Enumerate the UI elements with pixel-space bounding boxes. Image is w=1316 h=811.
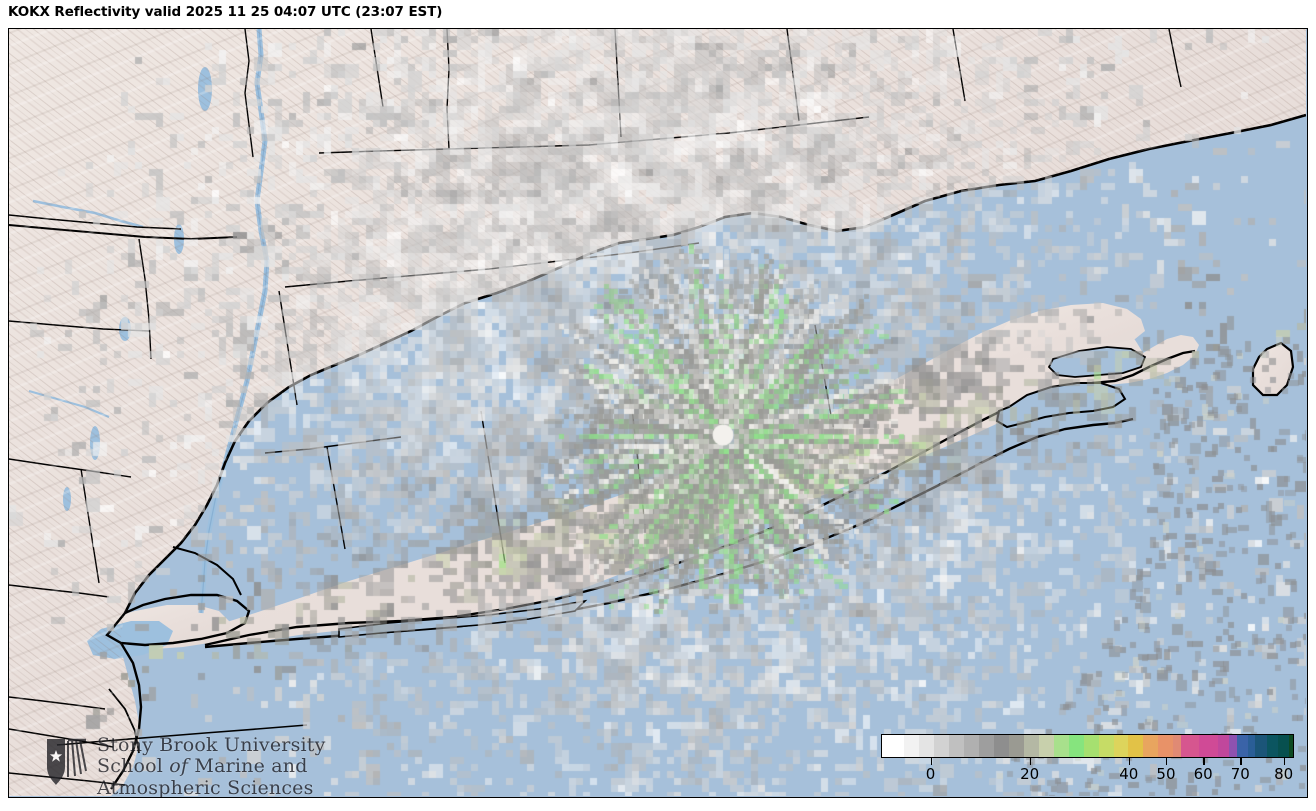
colorbar-cell — [882, 735, 905, 757]
colorbar-cell — [1068, 735, 1084, 757]
colorbar-cell — [1038, 735, 1054, 757]
colorbar-tick-label: 60 — [1193, 765, 1213, 783]
colorbar-cell — [1113, 735, 1129, 757]
colorbar-gradient[interactable] — [881, 734, 1294, 758]
colorbar-tick-label: 80 — [1274, 765, 1294, 783]
radar-reflectivity-layer — [9, 29, 1306, 796]
colorbar-cell — [1229, 735, 1237, 757]
colorbar-cell — [934, 735, 950, 757]
colorbar-tick — [1203, 758, 1205, 765]
colorbar-tick-label: 50 — [1156, 765, 1176, 783]
colorbar-cell — [1180, 735, 1200, 757]
colorbar-cell — [979, 735, 995, 757]
colorbar-cell — [1236, 735, 1248, 757]
radar-map[interactable]: Stony Brook University School of Marine … — [9, 29, 1307, 797]
colorbar-cell — [904, 735, 920, 757]
colorbar-cell — [1266, 735, 1278, 757]
colorbar-cell — [1255, 735, 1267, 757]
colorbar-cell — [1277, 735, 1290, 757]
colorbar-cell — [1023, 735, 1039, 757]
colorbar-tick — [1240, 758, 1242, 765]
colorbar-cell — [1199, 735, 1219, 757]
colorbar-cell — [1008, 735, 1024, 757]
radar-map-frame[interactable]: Stony Brook University School of Marine … — [8, 28, 1308, 798]
reflectivity-colorbar[interactable]: 0 20 40 50 60 70 80 — [873, 734, 1303, 794]
colorbar-cell — [1128, 735, 1144, 757]
colorbar-tick-label: 20 — [1020, 765, 1040, 783]
colorbar-tick-labels: 0 20 40 50 60 70 80 — [881, 765, 1294, 789]
colorbar-cell — [1083, 735, 1099, 757]
colorbar-cell — [1098, 735, 1114, 757]
page-title: KOKX Reflectivity valid 2025 11 25 04:07… — [8, 4, 443, 20]
colorbar-cell — [994, 735, 1009, 757]
colorbar-cell — [1053, 735, 1069, 757]
colorbar-tick-label: 70 — [1230, 765, 1250, 783]
colorbar-tick — [1283, 758, 1286, 765]
colorbar-tick — [1165, 758, 1168, 765]
colorbar-cell — [919, 735, 935, 757]
colorbar-tick — [1128, 758, 1131, 765]
colorbar-cell — [949, 735, 965, 757]
colorbar-cell — [1158, 735, 1174, 757]
colorbar-ticks — [881, 758, 1294, 766]
colorbar-tick-label: 40 — [1119, 765, 1139, 783]
colorbar-tick-label: 0 — [925, 765, 936, 783]
colorbar-cell — [964, 735, 980, 757]
colorbar-cell — [1143, 735, 1159, 757]
colorbar-tick — [930, 758, 933, 765]
colorbar-cell — [1247, 735, 1256, 757]
colorbar-cell — [1218, 735, 1230, 757]
colorbar-cell — [1289, 735, 1293, 757]
colorbar-cell — [1173, 735, 1181, 757]
title-bar: KOKX Reflectivity valid 2025 11 25 04:07… — [0, 0, 1316, 28]
colorbar-tick — [1029, 758, 1032, 765]
